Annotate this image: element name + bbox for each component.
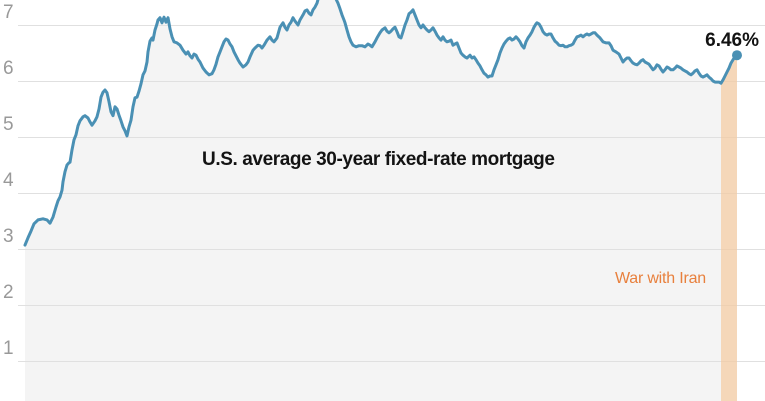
war-with-iran-band: [721, 0, 737, 401]
y-tick-label: 3: [3, 226, 14, 247]
latest-rate-value-label: 6.46%: [705, 30, 759, 51]
y-tick-label: 5: [3, 114, 14, 135]
chart-title: U.S. average 30-year fixed-rate mortgage: [202, 149, 555, 170]
rate-line: [23, 0, 739, 247]
y-tick-label: 6: [3, 58, 14, 79]
y-tick-label: 1: [3, 338, 14, 359]
y-tick-label: 7: [3, 2, 14, 23]
war-with-iran-annotation-label: War with Iran: [614, 270, 706, 287]
y-tick-label: 2: [3, 282, 14, 303]
area-fill: [25, 0, 737, 401]
latest-point-dot: [732, 50, 742, 61]
y-tick-label: 4: [3, 170, 14, 191]
